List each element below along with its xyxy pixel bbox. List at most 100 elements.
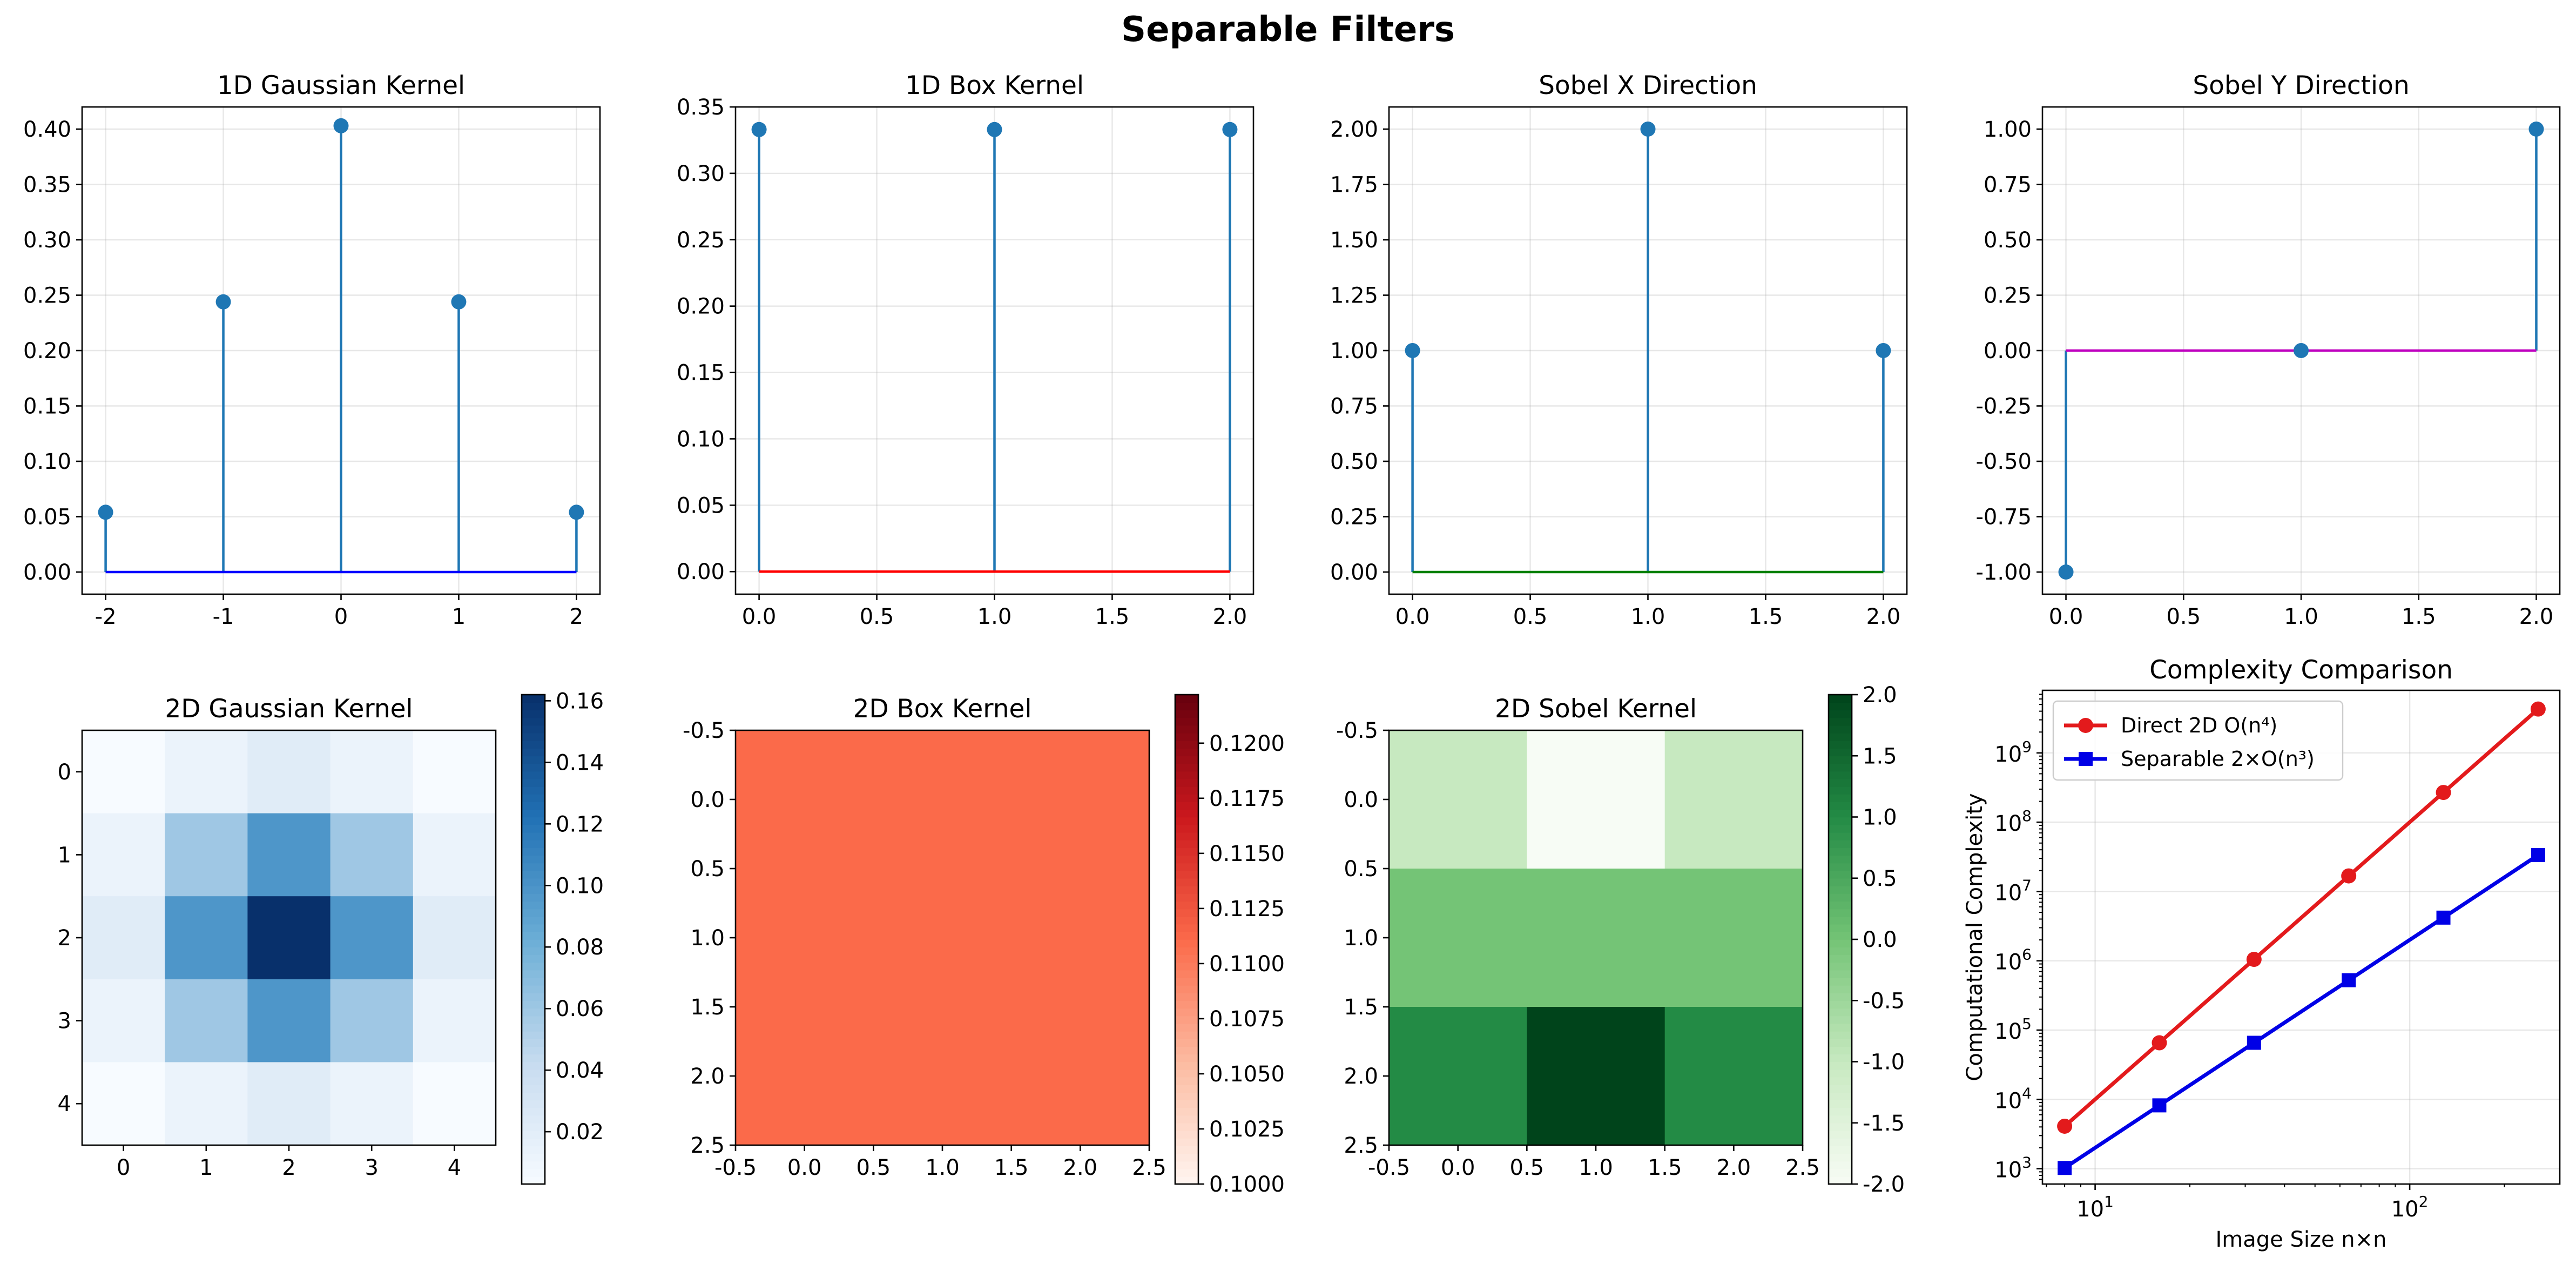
y-tick-label: 2.5 [690, 1133, 725, 1158]
colorbar-segment [1829, 778, 1852, 787]
colorbar-segment [522, 725, 545, 734]
colorbar-segment [522, 1039, 545, 1047]
y-tick-label: 2.00 [1330, 117, 1378, 142]
series-point [2341, 868, 2357, 884]
series-point [2531, 848, 2545, 862]
chart-title: 2D Box Kernel [853, 694, 1032, 724]
colorbar-segment [1829, 954, 1852, 963]
colorbar-segment [1175, 870, 1198, 879]
colorbar-segment [522, 1016, 545, 1024]
y-tick-label: 107 [1994, 876, 2032, 905]
colorbar-tick-label: 0.08 [556, 935, 604, 960]
colorbar-segment [522, 1092, 545, 1101]
colorbar-tick-label: -0.5 [1863, 988, 1905, 1013]
colorbar-segment [1829, 977, 1852, 986]
colorbar-segment [522, 848, 545, 856]
chart-panel-4: 0.0 0.5 1.0 1.5 2.0 -1.00 -0.75 -0.50 -0.25 0.00 0… [1976, 71, 2561, 629]
y-tick-label: 0.35 [677, 95, 725, 120]
colorbar-segment [522, 763, 545, 772]
y-tick-label: 0.25 [677, 228, 725, 253]
x-tick-label: 0.5 [857, 1155, 891, 1180]
y-tick-label: 104 [1994, 1084, 2032, 1113]
x-tick-label: 0.0 [787, 1155, 822, 1180]
colorbar-segment [1829, 710, 1852, 718]
x-tick-label: 0.5 [1510, 1155, 1545, 1180]
y-tick-label: 1.75 [1330, 173, 1378, 198]
y-tick-label: 0.25 [1330, 505, 1378, 530]
colorbar-segment [1175, 1054, 1198, 1062]
colorbar-segment [1829, 1146, 1852, 1154]
colorbar-segment [522, 717, 545, 726]
y-axis-label: Computational Complexity [1963, 793, 1987, 1081]
y-tick-label: 0.50 [1330, 449, 1378, 474]
colorbar-segment [1829, 893, 1852, 902]
series-line [2063, 708, 2540, 1128]
heatmap-cell [1389, 869, 1527, 1007]
colorbar-segment [1829, 848, 1852, 856]
colorbar-segment [522, 732, 545, 741]
heatmap-cell [330, 730, 414, 814]
chart-panel-2: 0.0 0.5 1.0 1.5 2.0 0.00 0.05 0.10 0.15 0.20 0.25 0… [677, 71, 1255, 629]
colorbar-segment [522, 1023, 545, 1032]
y-tick-label: 0.15 [677, 361, 725, 386]
colorbar-segment [522, 893, 545, 902]
colorbar-segment [1829, 993, 1852, 1001]
y-tick-label: 106 [1994, 946, 2032, 975]
colorbar-segment [1829, 725, 1852, 734]
series-point [2152, 1035, 2167, 1051]
colorbar-segment [522, 1046, 545, 1055]
colorbar-segment [522, 1100, 545, 1108]
colorbar-segment [522, 695, 545, 703]
colorbar-segment [1175, 848, 1198, 856]
colorbar-segment [522, 786, 545, 795]
colorbar-segment [1175, 1153, 1198, 1162]
chart-title: Sobel Y Direction [2193, 71, 2409, 100]
heatmap-cell [1664, 1007, 1803, 1146]
colorbar-segment [522, 748, 545, 757]
y-tick-label: 0.0 [1344, 788, 1378, 812]
colorbar-segment [1829, 771, 1852, 779]
x-tick-label: -0.5 [1368, 1155, 1410, 1180]
x-tick-label: 1.5 [1648, 1155, 1682, 1180]
x-tick-label: 0.0 [1395, 604, 1430, 629]
colorbar-tick-label: 0.1000 [1209, 1172, 1285, 1197]
heatmap-cell [1011, 730, 1150, 869]
y-tick-label: 0.40 [23, 117, 71, 142]
x-tick-label: 2.5 [1132, 1155, 1166, 1180]
x-tick-label: 1.5 [2402, 604, 2436, 629]
figure-title: Separable Filters [1121, 10, 1455, 50]
colorbar-segment [522, 1077, 545, 1085]
colorbar-segment [522, 710, 545, 718]
colorbar-segment [1829, 855, 1852, 864]
heatmap-cell [330, 813, 414, 897]
colorbar-segment [522, 1168, 545, 1177]
colorbar-tick-label: 0.1200 [1209, 731, 1285, 756]
colorbar-segment [1175, 1115, 1198, 1124]
colorbar-segment [522, 1153, 545, 1162]
colorbar-segment [522, 1161, 545, 1169]
colorbar-segment [522, 1107, 545, 1116]
x-tick-label: 2.0 [2519, 604, 2554, 629]
colorbar-segment [1829, 1130, 1852, 1139]
colorbar-segment [1829, 1046, 1852, 1055]
stem-marker [751, 122, 767, 137]
colorbar-segment [1175, 1061, 1198, 1070]
colorbar-frame [521, 694, 546, 1185]
colorbar-segment [522, 839, 545, 848]
heatmap-cell [873, 869, 1012, 1007]
colorbar-segment [1175, 1138, 1198, 1147]
heatmap-cell [330, 896, 414, 980]
colorbar-segment [1175, 947, 1198, 956]
colorbar-segment [1175, 1130, 1198, 1139]
colorbar-segment [522, 1122, 545, 1131]
colorbar-segment [1829, 1039, 1852, 1047]
colorbar-segment [1175, 1146, 1198, 1154]
colorbar-segment [522, 962, 545, 971]
x-tick-label: 1.5 [1749, 604, 1783, 629]
y-tick-label: -0.5 [683, 718, 725, 743]
heatmap-cell [413, 979, 496, 1062]
x-tick-label: 3 [365, 1155, 378, 1180]
colorbar-segment [522, 771, 545, 779]
colorbar-tick-label: 0.1175 [1209, 786, 1285, 811]
x-tick-label: 1.0 [1579, 1155, 1613, 1180]
